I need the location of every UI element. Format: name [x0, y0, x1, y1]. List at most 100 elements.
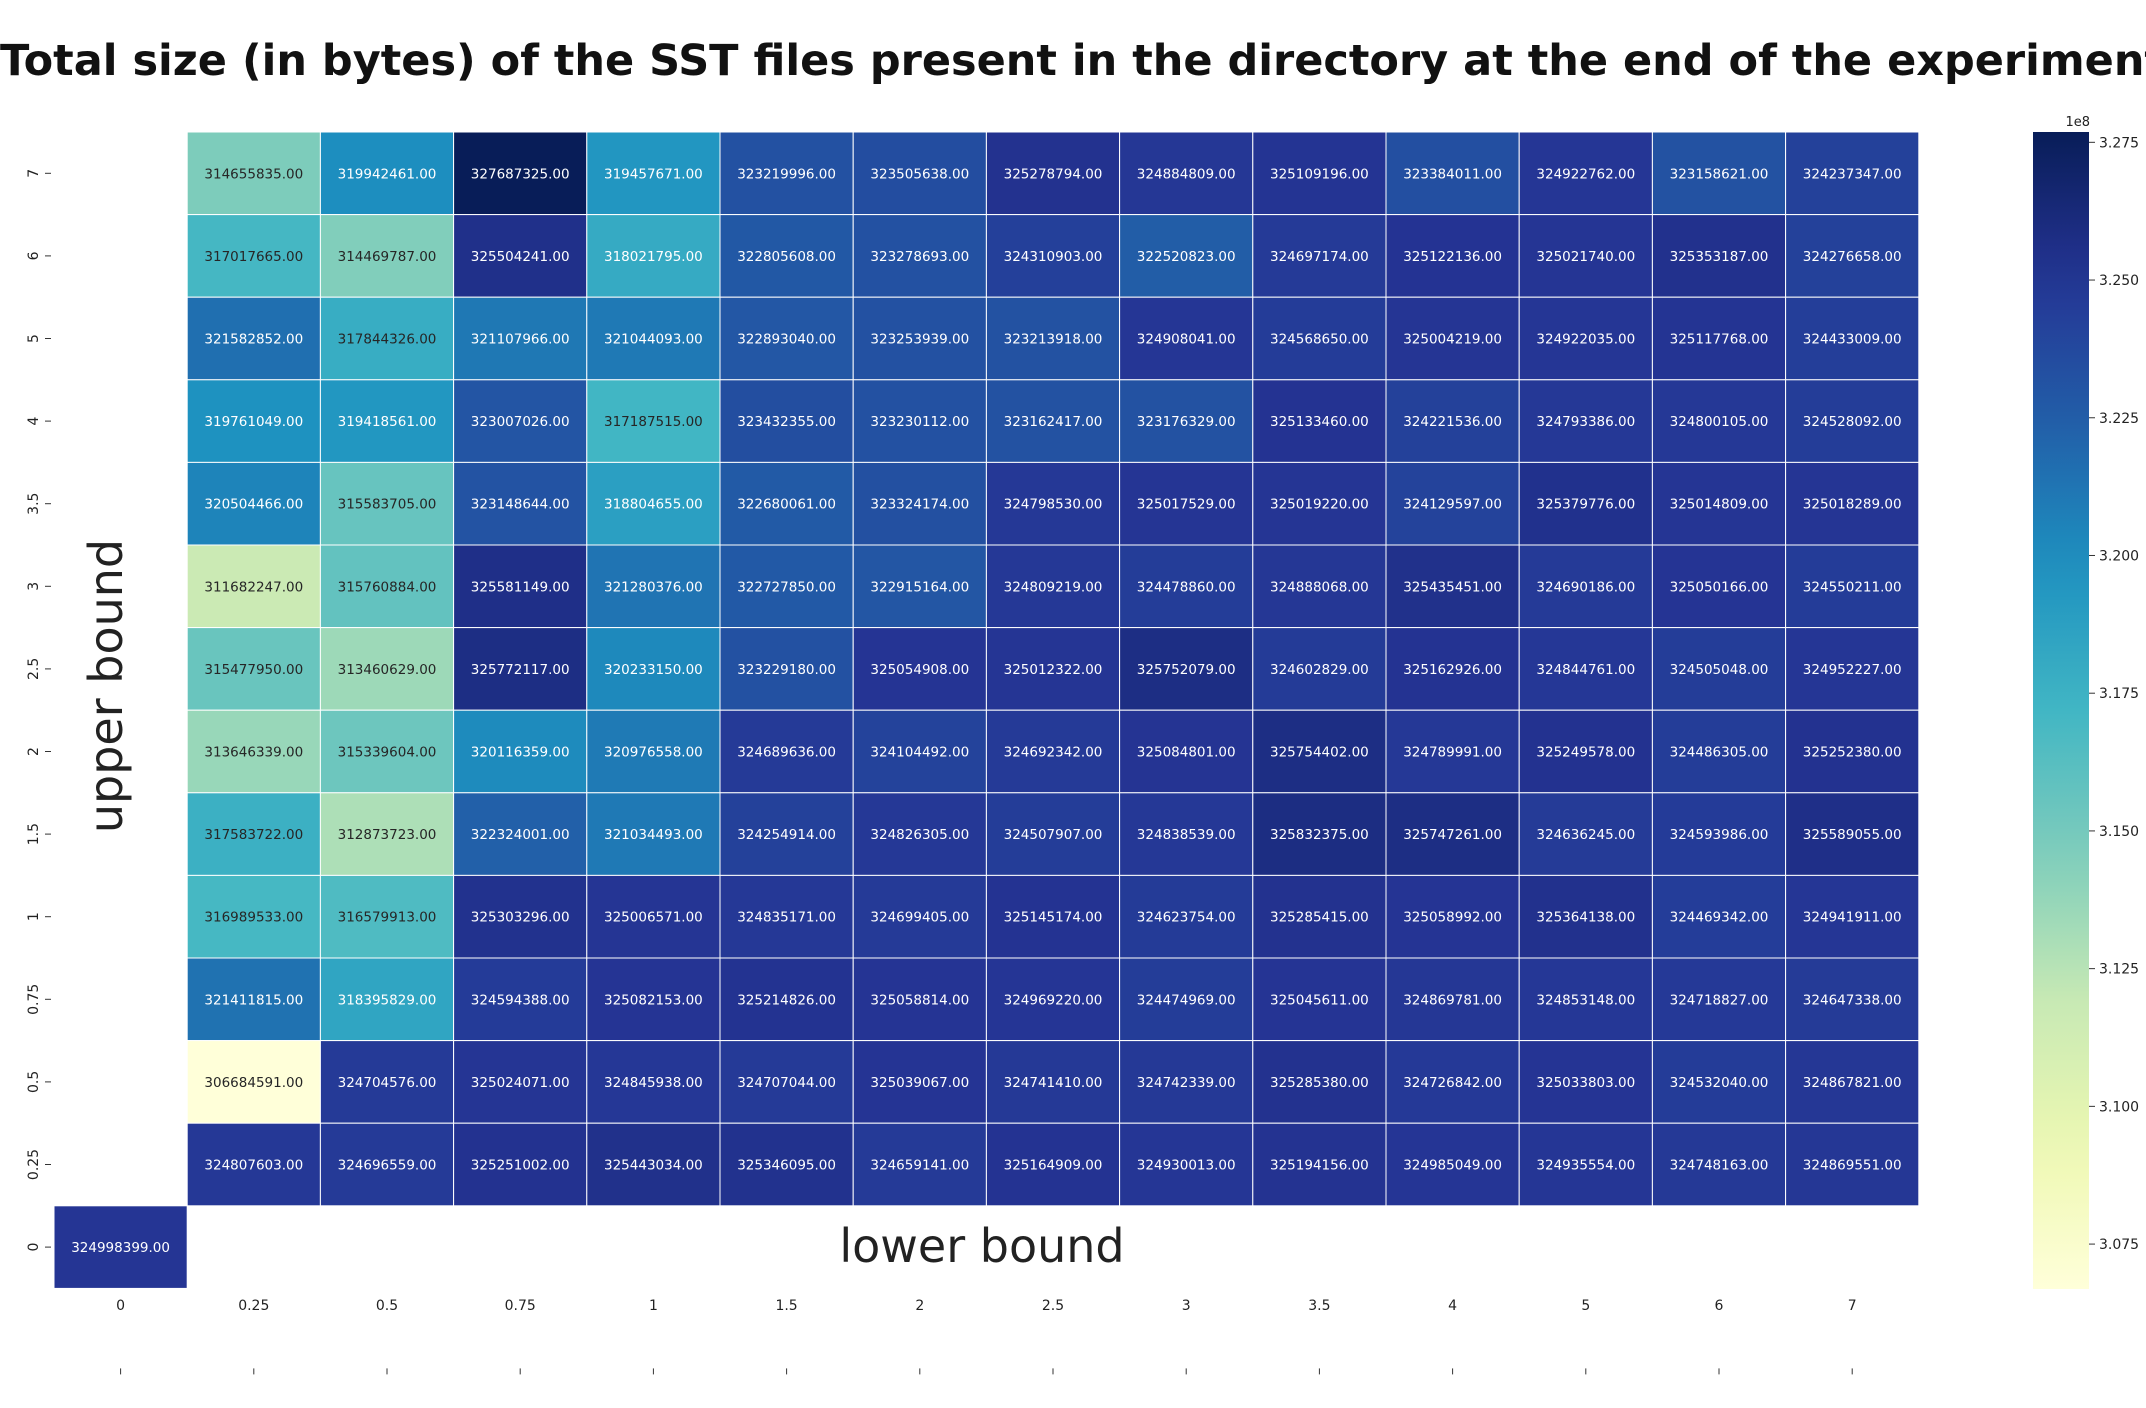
heatmap-cell	[1252, 792, 1387, 876]
y-tick-label: 3.5	[26, 493, 42, 515]
heatmap-cell	[1785, 214, 1920, 298]
cell-value-label: 325133460.00	[1270, 414, 1369, 430]
cell-value-label: 324748163.00	[1670, 1158, 1769, 1174]
cell-value-label: 324254914.00	[737, 827, 836, 843]
colorbar-tick-label: 3.100	[2099, 1099, 2139, 1115]
cell-value-label: 325039067.00	[870, 1075, 969, 1091]
cell-value-label: 325024071.00	[471, 1075, 570, 1091]
cell-value-label: 324969220.00	[1004, 992, 1103, 1008]
heatmap-cell	[719, 874, 854, 959]
heatmap-cell	[1385, 461, 1520, 546]
heatmap-cell	[1119, 1040, 1254, 1124]
heatmap-cell	[186, 627, 321, 711]
cell-value-label: 324474969.00	[1137, 992, 1236, 1008]
heatmap-cell	[1651, 296, 1787, 381]
cell-value-label: 324793386.00	[1536, 414, 1635, 430]
heatmap-cell	[53, 1205, 188, 1289]
cell-value-label: 323324174.00	[870, 497, 969, 513]
heatmap-cell	[586, 379, 721, 463]
cell-value-label: 325581149.00	[471, 579, 570, 595]
heatmap-cell	[719, 379, 854, 463]
heatmap-cell	[719, 214, 854, 298]
heatmap-cell	[1385, 379, 1520, 463]
heatmap-cell	[1252, 379, 1387, 463]
heatmap-cell	[1252, 874, 1387, 959]
heatmap-cell	[1651, 709, 1787, 794]
cell-value-label: 318395829.00	[338, 992, 437, 1008]
cell-value-label: 323219996.00	[737, 166, 836, 182]
heatmap-cell	[453, 874, 588, 959]
x-tick-label: 3.5	[1308, 1298, 1330, 1314]
heatmap-cell	[586, 627, 721, 711]
cell-value-label: 325019220.00	[1270, 497, 1369, 513]
cell-value-label: 325379776.00	[1536, 497, 1635, 513]
heatmap-cell	[719, 1122, 854, 1207]
heatmap-cell	[1385, 709, 1520, 794]
cell-value-label: 324486305.00	[1670, 745, 1769, 761]
cell-value-label: 324469342.00	[1670, 910, 1769, 926]
cell-value-label: 325364138.00	[1536, 910, 1635, 926]
heatmap-cell	[1119, 709, 1254, 794]
cell-value-label: 324835171.00	[737, 910, 836, 926]
heatmap-cell	[1119, 792, 1254, 876]
heatmap-cell	[453, 627, 588, 711]
heatmap-cell	[453, 1040, 588, 1124]
cell-value-label: 325004219.00	[1403, 332, 1502, 348]
heatmap-cell	[1785, 461, 1920, 546]
cell-value-label: 317017665.00	[204, 249, 303, 265]
cell-value-label: 324908041.00	[1137, 332, 1236, 348]
cell-value-label: 317583722.00	[204, 827, 303, 843]
heatmap-cell	[1651, 214, 1787, 298]
heatmap-cell	[719, 544, 854, 629]
heatmap-cell	[1785, 1122, 1920, 1207]
heatmap-cell	[852, 461, 987, 546]
heatmap-cell	[1119, 1122, 1254, 1207]
heatmap-cell	[1651, 379, 1787, 463]
cell-value-label: 325285415.00	[1270, 910, 1369, 926]
y-tick-label: 1	[26, 912, 42, 921]
x-tick-label: 1.5	[775, 1298, 797, 1314]
heatmap-cell	[985, 131, 1121, 216]
heatmap-cell	[719, 792, 854, 876]
cell-value-label: 325145174.00	[1004, 910, 1103, 926]
cell-value-label: 325346095.00	[737, 1158, 836, 1174]
cell-value-label: 321034493.00	[604, 827, 703, 843]
colorbar	[2033, 132, 2089, 1289]
cell-value-label: 325504241.00	[471, 249, 570, 265]
cell-value-label: 323007026.00	[471, 414, 570, 430]
cell-value-label: 324692342.00	[1004, 745, 1103, 761]
cell-value-label: 325832375.00	[1270, 827, 1369, 843]
cell-value-label: 324941911.00	[1803, 910, 1902, 926]
cell-value-label: 324845938.00	[604, 1075, 703, 1091]
heatmap-cell	[719, 296, 854, 381]
heatmap-cell	[1785, 296, 1920, 381]
colorbar-tick-label: 3.175	[2099, 686, 2139, 702]
cell-value-label: 324789991.00	[1403, 745, 1502, 761]
x-axis-label: lower bound	[839, 1219, 1124, 1273]
cell-value-label: 325084801.00	[1137, 745, 1236, 761]
cell-value-label: 324800105.00	[1670, 414, 1769, 430]
colorbar-tick-label: 3.125	[2099, 962, 2139, 978]
cell-value-label: 315760884.00	[338, 579, 437, 595]
heatmap-cell	[1518, 214, 1653, 298]
heatmap-cell	[319, 544, 455, 629]
x-tick-label: 1	[649, 1298, 658, 1314]
cell-value-label: 324528092.00	[1803, 414, 1902, 430]
heatmap-cell	[453, 544, 588, 629]
heatmap-cell	[453, 461, 588, 546]
heatmap-cell	[186, 131, 321, 216]
x-tick-label: 2.5	[1042, 1298, 1064, 1314]
cell-value-label: 325014809.00	[1670, 497, 1769, 513]
heatmap-cell	[1785, 874, 1920, 959]
cell-value-label: 325249578.00	[1536, 745, 1635, 761]
heatmap-cell	[453, 709, 588, 794]
cell-value-label: 324922762.00	[1536, 166, 1635, 182]
heatmap-cell	[985, 461, 1121, 546]
cell-value-label: 323384011.00	[1403, 166, 1502, 182]
cell-value-label: 315583705.00	[338, 497, 437, 513]
y-tick-label: 2	[26, 747, 42, 756]
cell-value-label: 325435451.00	[1403, 579, 1502, 595]
x-tick-label: 6	[1715, 1298, 1724, 1314]
cell-value-label: 324310903.00	[1004, 249, 1103, 265]
heatmap-cell	[1252, 627, 1387, 711]
